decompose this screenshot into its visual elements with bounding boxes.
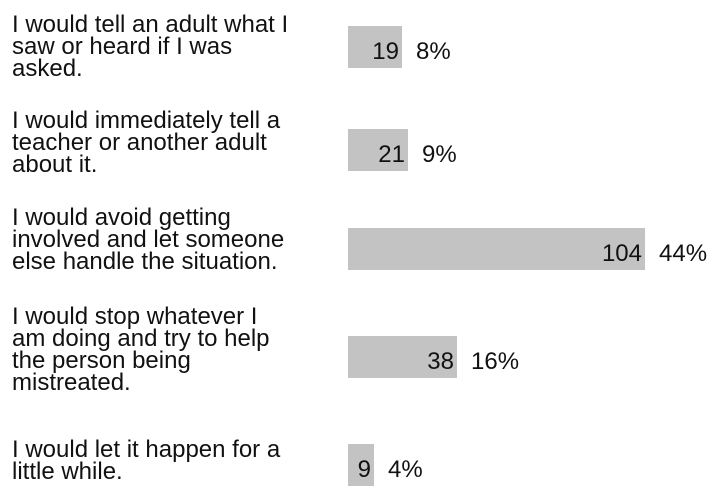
percent-label: 8% <box>416 38 451 65</box>
category-label-line: about it. <box>12 151 98 178</box>
bar <box>348 228 645 270</box>
category-label-line: little while. <box>12 458 123 485</box>
bar <box>348 444 374 486</box>
category-label-line: mistreated. <box>12 369 131 396</box>
category-label-line: I would tell an adult what I <box>12 11 289 38</box>
category-label-line: saw or heard if I was <box>12 33 233 60</box>
category-label-line: I would immediately tell a <box>12 107 281 134</box>
count-label: 19 <box>372 38 399 65</box>
category-label-line: I would stop whatever I <box>12 303 258 330</box>
category-label: I would let it happen for a little while. <box>12 436 347 485</box>
category-label-line: the person being <box>12 347 191 374</box>
percent-label: 44% <box>659 240 708 267</box>
category-label-line: teacher or another adult <box>12 129 267 156</box>
category-label-line: asked. <box>12 55 83 82</box>
category-label: I would immediately tell a teacher or ano… <box>12 107 347 178</box>
category-label-line: else handle the situation. <box>12 248 278 275</box>
bar <box>348 26 402 68</box>
percent-label: 4% <box>388 456 423 483</box>
count-label: 38 <box>427 348 454 375</box>
count-label: 9 <box>357 456 371 483</box>
category-label: I would avoid getting involved and let so… <box>12 204 347 275</box>
percent-label: 16% <box>471 348 520 375</box>
category-label-line: am doing and try to help <box>12 325 270 352</box>
bar <box>348 129 408 171</box>
percent-label: 9% <box>422 141 457 168</box>
count-label: 21 <box>378 141 405 168</box>
count-label: 104 <box>601 240 642 267</box>
category-label-line: I would let it happen for a <box>12 436 281 463</box>
bar <box>348 336 457 378</box>
category-label-line: I would avoid getting <box>12 204 231 231</box>
category-label-line: involved and let someone <box>12 226 285 253</box>
